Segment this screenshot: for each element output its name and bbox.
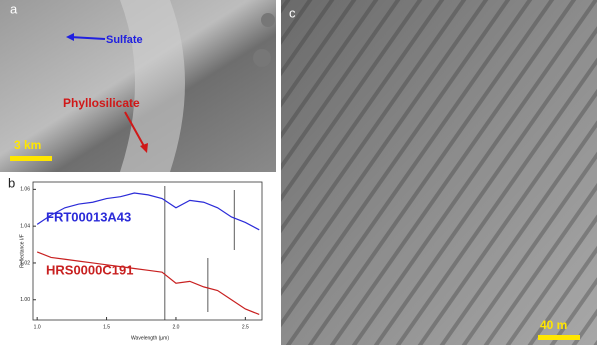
y-tick-label: 1.00 bbox=[20, 297, 30, 303]
y-tick-label: 1.04 bbox=[20, 223, 30, 229]
series-label: HRS0000C191 bbox=[46, 262, 133, 277]
y-tick-label: 1.02 bbox=[20, 260, 30, 266]
x-tick-label: 2.5 bbox=[242, 324, 249, 330]
scale-bar-label: 40 m bbox=[540, 318, 567, 332]
crater bbox=[261, 13, 275, 27]
plot-area bbox=[33, 182, 262, 320]
panel-c: c 40 m bbox=[281, 0, 597, 345]
panel-label: c bbox=[289, 5, 296, 20]
figure: a Sulfate Phyllosilicate 3 km c 40 m b W… bbox=[0, 0, 597, 345]
scale-bar-label: 3 km bbox=[14, 138, 41, 152]
x-axis-label: Wavelength (µm) bbox=[131, 335, 169, 341]
annotation: Phyllosilicate bbox=[63, 96, 140, 110]
scale-bar bbox=[10, 156, 52, 161]
annotation: Sulfate bbox=[106, 34, 143, 46]
series-line bbox=[37, 252, 259, 315]
x-tick-label: 1.5 bbox=[103, 324, 110, 330]
panel-label: b bbox=[8, 175, 15, 190]
panel-label: a bbox=[10, 1, 18, 16]
y-tick-label: 1.06 bbox=[20, 187, 30, 193]
scale-bar bbox=[538, 335, 580, 340]
crater bbox=[253, 49, 271, 67]
x-tick-label: 1.0 bbox=[34, 324, 41, 330]
series-label: FRT00013A43 bbox=[46, 209, 131, 224]
terrain-texture bbox=[281, 0, 597, 345]
panel-a: a Sulfate Phyllosilicate 3 km bbox=[0, 0, 276, 172]
x-tick-label: 2.0 bbox=[172, 324, 179, 330]
